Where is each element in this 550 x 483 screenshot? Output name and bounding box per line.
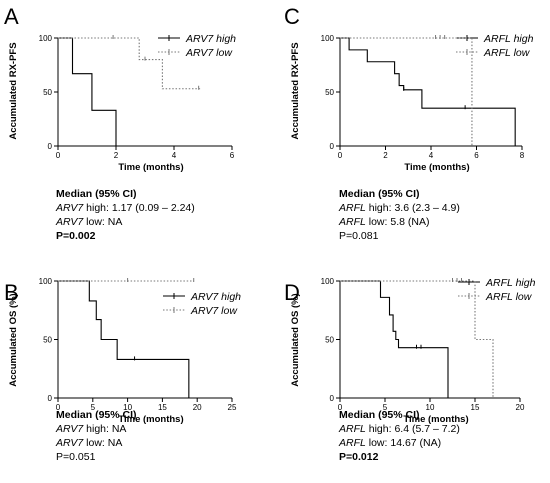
panel-b-stats-title: Median (95% CI) (56, 409, 137, 421)
panel-d-x-tick-label: 15 (471, 403, 480, 412)
panel-b-x-tick-label: 20 (193, 403, 202, 412)
panel-c-y-label: Accumulated RX-PFS (290, 42, 301, 139)
panel-a-stats-value: low: NA (83, 216, 123, 228)
panel-b-stats-value: high: NA (83, 423, 127, 435)
panel-b-x-tick-label: 25 (228, 403, 237, 412)
panel-a-legend-label-low: ARV7 low (185, 47, 233, 59)
panel-c-legend-label-low: ARFL low (483, 47, 531, 59)
panel-b-y-label: Accumulated OS (%) (8, 293, 19, 386)
panel-b-y-tick-label: 50 (43, 336, 52, 345)
panel-b-stats-row-low: ARV7 low: NA (56, 436, 137, 450)
panel-a-stats: Median (95% CI) ARV7 high: 1.17 (0.09 – 2… (56, 187, 195, 243)
panel-c-x-label: Time (months) (404, 162, 469, 173)
panel-d-legend-label-high: ARFL high (485, 277, 536, 289)
panel-a-series-high-line (58, 37, 117, 146)
panel-a-y-label: Accumulated RX-PFS (8, 42, 19, 139)
panel-c-p-value: P=0.081 (339, 230, 379, 242)
panel-b-stats-row-high: ARV7 high: NA (56, 422, 137, 436)
panel-a-y-tick-label: 50 (43, 88, 52, 97)
panel-d-x-tick-label: 10 (426, 403, 435, 412)
panel-c-y-tick-label: 50 (325, 88, 334, 97)
panel-b-legend-label-low: ARV7 low (190, 305, 238, 317)
panel-b-p-value: P=0.051 (56, 451, 96, 463)
panel-d-stats: Median (95% CI) ARFL high: 6.4 (5.7 – 7.2… (339, 408, 460, 464)
panel-a-x-tick-label: 6 (230, 151, 235, 160)
panel-c-stats-title: Median (95% CI) (339, 188, 420, 200)
panel-d-x-tick-label: 0 (338, 403, 343, 412)
panel-d-y-tick-label: 100 (321, 277, 335, 286)
panel-c-stats-value: high: 3.6 (2.3 – 4.9) (365, 202, 460, 214)
panel-c-legend-label-high: ARFL high (483, 33, 534, 45)
panel-a-stats-value: high: 1.17 (0.09 – 2.24) (83, 202, 195, 214)
panel-b-series-high-line (58, 280, 190, 398)
panel-b-letter: B (4, 280, 19, 305)
panel-d-x-label: Time (months) (403, 414, 468, 425)
panel-c-x-tick-label: 6 (474, 151, 479, 160)
panel-b-stats: Median (95% CI) ARV7 high: NA ARV7 low: NA… (56, 408, 137, 464)
panel-c-stats-row-high: ARFL high: 3.6 (2.3 – 4.9) (339, 201, 460, 215)
panel-d-y-label: Accumulated OS (%) (290, 293, 301, 386)
panel-c-y-tick-label: 0 (330, 142, 335, 151)
panel-b-y-tick-label: 0 (48, 394, 53, 403)
panel-a-letter: A (4, 4, 19, 29)
panel-d-y-tick-label: 0 (330, 394, 335, 403)
panel-d-y-tick-label: 50 (325, 336, 334, 345)
panel-b-y-tick-label: 100 (39, 277, 53, 286)
panel-a-stats-row-high: ARV7 high: 1.17 (0.09 – 2.24) (56, 201, 195, 215)
panel-c-stats: Median (95% CI) ARFL high: 3.6 (2.3 – 4.9… (339, 187, 460, 243)
panel-b-x-tick-label: 15 (158, 403, 167, 412)
panel-d-stats-gene: ARFL (339, 423, 366, 435)
panel-b-stats-gene: ARV7 (56, 423, 84, 435)
panel-c-x-tick-label: 4 (429, 151, 434, 160)
panel-b-stats-gene: ARV7 (56, 437, 84, 449)
panel-c-stats-gene: ARFL (339, 202, 366, 214)
panel-c-x-tick-label: 8 (520, 151, 525, 160)
panel-d-stats-row-low: ARFL low: 14.67 (NA) (339, 436, 460, 450)
panel-c-stats-value: low: 5.8 (NA) (365, 216, 430, 228)
panel-d-series-high-line (340, 280, 449, 398)
panel-b-stats-value: low: NA (83, 437, 123, 449)
panel-a-x-tick-label: 0 (56, 151, 61, 160)
panel-c-x-tick-label: 0 (338, 151, 343, 160)
panel-b-legend-label-high: ARV7 high (190, 291, 241, 303)
panel-d-stats-value: high: 6.4 (5.7 – 7.2) (365, 423, 460, 435)
panel-c-stats-row-low: ARFL low: 5.8 (NA) (339, 215, 460, 229)
panel-d-p-value: P=0.012 (339, 451, 379, 463)
panel-a-y-tick-label: 100 (39, 34, 53, 43)
panel-c-series-low-line (340, 37, 473, 146)
panel-c-letter: C (284, 4, 300, 29)
panel-a-stats-gene: ARV7 (56, 202, 84, 214)
panel-a-x-tick-label: 4 (172, 151, 177, 160)
panel-a-stats-gene: ARV7 (56, 216, 84, 228)
panel-b-x-label: Time (months) (118, 414, 183, 425)
panel-d-stats-title: Median (95% CI) (339, 409, 420, 421)
panel-c-x-tick-label: 2 (383, 151, 388, 160)
panel-b-x-tick-label: 10 (123, 403, 132, 412)
panel-d-x-tick-label: 5 (383, 403, 388, 412)
panel-a-stats-title: Median (95% CI) (56, 188, 137, 200)
panel-d-legend-label-low: ARFL low (485, 291, 533, 303)
panel-d-x-tick-label: 20 (516, 403, 525, 412)
panel-a-p-value: P=0.002 (56, 230, 96, 242)
panel-a-series-low-line (58, 37, 201, 90)
panel-b-x-tick-label: 0 (56, 403, 61, 412)
panel-d-stats-row-high: ARFL high: 6.4 (5.7 – 7.2) (339, 422, 460, 436)
panel-a-legend-label-high: ARV7 high (185, 33, 236, 45)
panel-b-x-tick-label: 5 (91, 403, 96, 412)
panel-d-stats-value: low: 14.67 (NA) (365, 437, 442, 449)
panel-a-x-tick-label: 2 (114, 151, 119, 160)
panel-a-stats-row-low: ARV7 low: NA (56, 215, 195, 229)
panel-c-y-tick-label: 100 (321, 34, 335, 43)
panel-a-x-label: Time (months) (118, 162, 183, 173)
panel-d-stats-gene: ARFL (339, 437, 366, 449)
panel-a-y-tick-label: 0 (48, 142, 53, 151)
panel-d-series-low-line (340, 280, 494, 398)
panel-d-letter: D (284, 280, 300, 305)
panel-c-series-high-line (340, 37, 516, 146)
panel-c-stats-gene: ARFL (339, 216, 366, 228)
